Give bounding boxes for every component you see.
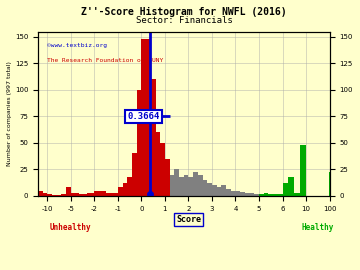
Bar	[141, 39, 146, 196]
Bar	[106, 193, 118, 196]
Bar	[217, 187, 221, 196]
Bar	[52, 195, 57, 196]
Text: The Research Foundation of SUNY: The Research Foundation of SUNY	[47, 58, 163, 63]
Bar	[240, 191, 245, 196]
Bar	[71, 193, 79, 196]
Bar	[254, 194, 259, 196]
Bar	[300, 145, 306, 196]
Bar	[156, 132, 160, 196]
Text: Healthy: Healthy	[302, 223, 334, 232]
Bar	[79, 194, 86, 196]
Bar	[249, 193, 254, 196]
Bar	[146, 39, 151, 196]
Bar	[123, 183, 127, 196]
Bar	[207, 183, 212, 196]
Bar	[273, 194, 278, 196]
Bar	[86, 193, 94, 196]
Text: Sector: Financials: Sector: Financials	[135, 16, 232, 25]
Bar	[269, 194, 273, 196]
Bar	[62, 194, 66, 196]
Bar	[170, 175, 174, 196]
Title: Z''-Score Histogram for NWFL (2016): Z''-Score Histogram for NWFL (2016)	[81, 7, 287, 17]
Text: 0.3664: 0.3664	[128, 112, 160, 121]
Bar	[221, 185, 226, 196]
Bar	[235, 191, 240, 196]
Bar	[294, 193, 300, 196]
Bar	[283, 183, 288, 196]
Bar	[264, 193, 269, 196]
Text: ©www.textbiz.org: ©www.textbiz.org	[47, 43, 107, 48]
Bar	[151, 79, 156, 196]
Bar	[127, 177, 132, 196]
Bar	[198, 175, 203, 196]
Bar	[226, 190, 231, 196]
Bar	[165, 159, 170, 196]
Y-axis label: Number of companies (997 total): Number of companies (997 total)	[7, 61, 12, 166]
Bar	[118, 187, 123, 196]
Bar	[42, 193, 48, 196]
Bar	[245, 193, 249, 196]
Bar	[184, 175, 189, 196]
Bar	[66, 187, 71, 196]
Bar	[132, 153, 137, 196]
Bar	[278, 194, 283, 196]
Bar	[38, 191, 42, 196]
Bar	[137, 90, 141, 196]
Bar	[57, 195, 62, 196]
Bar	[193, 173, 198, 196]
Bar	[179, 177, 184, 196]
Bar	[329, 173, 330, 196]
Text: Unhealthy: Unhealthy	[50, 223, 92, 232]
Bar	[288, 177, 294, 196]
Text: Score: Score	[176, 215, 201, 224]
Bar	[160, 143, 165, 196]
Bar	[48, 194, 52, 196]
Bar	[259, 194, 264, 196]
Bar	[231, 191, 235, 196]
Bar	[174, 169, 179, 196]
Bar	[203, 180, 207, 196]
Bar	[189, 177, 193, 196]
Bar	[94, 191, 106, 196]
Bar	[212, 185, 217, 196]
